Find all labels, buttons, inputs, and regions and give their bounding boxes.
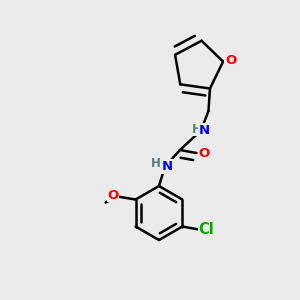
Text: Cl: Cl (199, 222, 214, 237)
Text: O: O (225, 54, 236, 67)
Text: O: O (198, 146, 210, 160)
Text: H: H (191, 122, 201, 136)
Text: N: N (199, 124, 210, 137)
Text: H: H (151, 157, 161, 170)
Text: N: N (162, 160, 173, 173)
Text: O: O (107, 188, 119, 202)
